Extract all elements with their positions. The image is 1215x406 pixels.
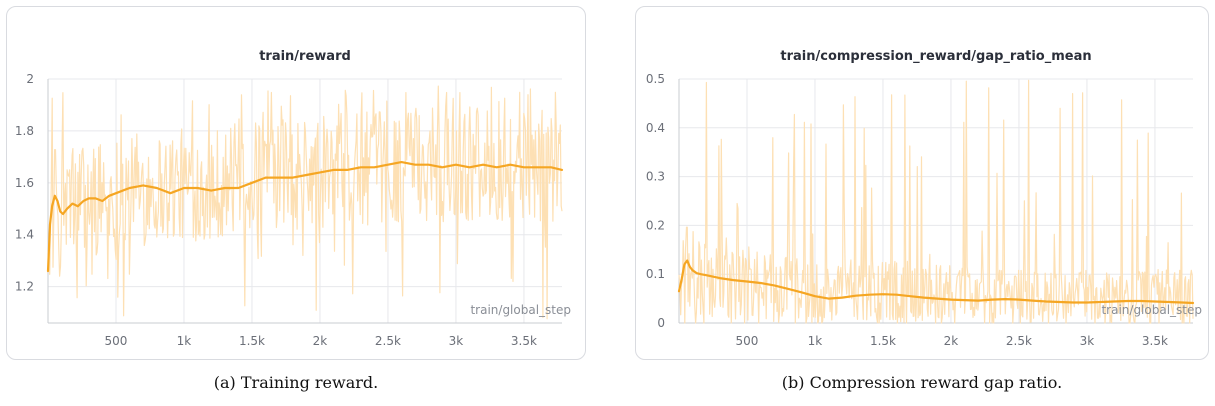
raw-series-line <box>678 79 1194 324</box>
y-tick-label: 0.3 <box>646 170 665 184</box>
x-axis-label: train/global_step <box>1101 303 1202 317</box>
smoothed-series-line <box>46 161 564 273</box>
x-tick-label: 3.5k <box>511 334 537 348</box>
y-tick-label: 1.6 <box>15 176 34 190</box>
x-tick-label: 3.5k <box>1142 334 1168 348</box>
x-tick-label: 500 <box>736 334 759 348</box>
y-tick-label: 1.4 <box>15 228 34 242</box>
x-tick-label: 500 <box>105 334 128 348</box>
y-tick-label: 1.8 <box>15 124 34 138</box>
y-tick-label: 1.2 <box>15 280 34 294</box>
x-tick-label: 1k <box>177 334 192 348</box>
chart-title: train/compression_reward/gap_ratio_mean <box>780 49 1091 64</box>
smoothed-series-line <box>677 259 1195 305</box>
x-axis-label: train/global_step <box>470 303 571 317</box>
y-tick-label: 0.5 <box>646 72 665 86</box>
x-tick-label: 1.5k <box>239 334 265 348</box>
x-tick-label: 3k <box>1080 334 1095 348</box>
x-tick-label: 2k <box>313 334 328 348</box>
chart-title: train/reward <box>259 49 351 64</box>
x-tick-label: 1k <box>808 334 823 348</box>
x-tick-label: 1.5k <box>870 334 896 348</box>
reward-chart: train/reward 1.2 1.4 1.6 1.8 2 500 1k 1.5k 2k 2.5k… <box>15 49 571 348</box>
raw-series-line <box>47 85 563 320</box>
chart-panel-reward: train/reward 1.2 1.4 1.6 1.8 2 500 1k 1.5k 2k 2.5k… <box>6 6 586 360</box>
chart-panel-gap-ratio: train/compression_reward/gap_ratio_mean 0… <box>635 6 1209 360</box>
gap-ratio-chart: train/compression_reward/gap_ratio_mean 0… <box>646 49 1202 348</box>
x-tick-label: 2k <box>944 334 959 348</box>
caption-gap-ratio: (b) Compression reward gap ratio. <box>781 373 1063 392</box>
y-tick-label: 0.4 <box>646 121 665 135</box>
x-tick-label: 3k <box>449 334 464 348</box>
y-tick-label: 0.1 <box>646 267 665 281</box>
y-tick-label: 2 <box>26 72 34 86</box>
y-tick-label: 0.2 <box>646 218 665 232</box>
x-tick-label: 2.5k <box>375 334 401 348</box>
y-tick-label: 0 <box>657 316 665 330</box>
caption-training-reward: (a) Training reward. <box>213 373 379 392</box>
x-tick-label: 2.5k <box>1006 334 1032 348</box>
